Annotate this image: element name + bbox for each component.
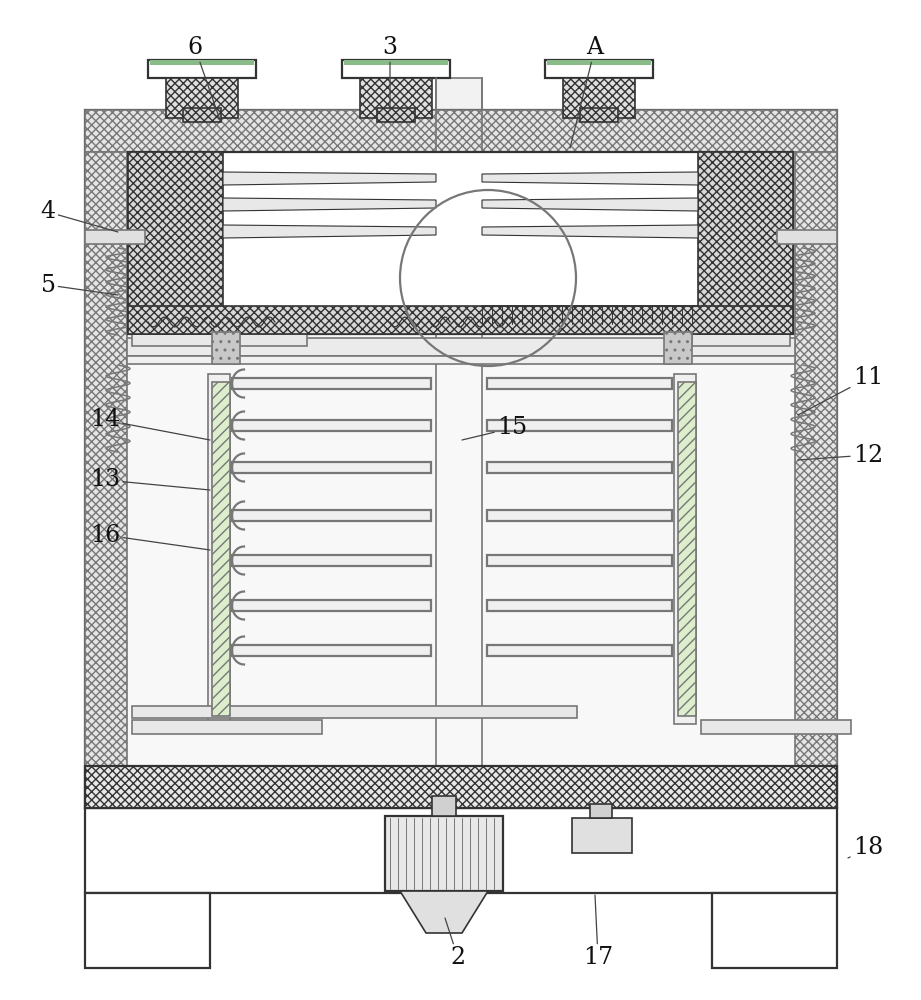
Bar: [132, 706, 577, 718]
Bar: [432, 796, 456, 816]
Text: 11: 11: [798, 366, 883, 415]
Bar: [701, 720, 851, 734]
Bar: [85, 766, 837, 808]
Bar: [85, 808, 837, 893]
Polygon shape: [223, 172, 436, 185]
Bar: [377, 108, 415, 122]
Bar: [232, 600, 431, 611]
Text: 18: 18: [848, 836, 883, 859]
Bar: [487, 555, 672, 566]
Text: 16: 16: [90, 524, 210, 550]
Bar: [127, 338, 795, 356]
Text: 2: 2: [445, 918, 465, 970]
Bar: [232, 420, 431, 431]
Bar: [208, 374, 230, 724]
Bar: [232, 555, 431, 566]
Text: 12: 12: [798, 444, 883, 466]
Bar: [128, 152, 793, 334]
Bar: [344, 60, 448, 65]
Bar: [85, 152, 127, 766]
Bar: [183, 108, 221, 122]
Bar: [487, 378, 672, 389]
Bar: [436, 78, 482, 808]
Bar: [212, 382, 230, 716]
Bar: [698, 152, 793, 334]
Bar: [572, 818, 632, 853]
Bar: [487, 420, 672, 431]
Bar: [692, 334, 790, 346]
Bar: [232, 645, 431, 656]
Bar: [678, 382, 696, 716]
Bar: [487, 462, 672, 473]
Bar: [487, 645, 672, 656]
Polygon shape: [482, 225, 698, 238]
Bar: [232, 510, 431, 521]
Bar: [580, 108, 618, 122]
Bar: [385, 816, 503, 891]
Text: 15: 15: [462, 416, 527, 440]
Text: 6: 6: [188, 36, 220, 120]
Polygon shape: [223, 198, 436, 211]
Bar: [132, 720, 322, 734]
Polygon shape: [482, 172, 698, 185]
Bar: [590, 804, 612, 818]
Text: 13: 13: [90, 468, 210, 491]
Bar: [150, 60, 254, 65]
Bar: [232, 462, 431, 473]
Text: A: A: [570, 36, 603, 148]
Bar: [132, 334, 307, 346]
Bar: [777, 230, 837, 244]
Bar: [166, 78, 238, 118]
Bar: [487, 600, 672, 611]
Polygon shape: [400, 891, 488, 933]
Text: 14: 14: [90, 408, 210, 440]
Bar: [664, 332, 692, 364]
Bar: [212, 332, 240, 364]
Bar: [85, 893, 210, 968]
Bar: [795, 152, 837, 766]
Bar: [85, 766, 837, 808]
Bar: [128, 306, 793, 334]
Bar: [85, 110, 837, 808]
Text: 4: 4: [41, 200, 118, 232]
Polygon shape: [482, 198, 698, 211]
Bar: [563, 78, 635, 118]
Bar: [487, 510, 672, 521]
Bar: [674, 374, 696, 724]
Polygon shape: [223, 225, 436, 238]
Text: 5: 5: [41, 273, 118, 296]
Bar: [547, 60, 651, 65]
Bar: [148, 60, 256, 78]
Bar: [127, 356, 795, 364]
Bar: [85, 110, 837, 152]
Bar: [712, 893, 837, 968]
Bar: [342, 60, 450, 78]
Bar: [545, 60, 653, 78]
Bar: [232, 378, 431, 389]
Bar: [128, 152, 223, 334]
Text: 17: 17: [583, 895, 613, 970]
Bar: [85, 230, 145, 244]
Bar: [360, 78, 432, 118]
Text: 3: 3: [382, 36, 398, 110]
